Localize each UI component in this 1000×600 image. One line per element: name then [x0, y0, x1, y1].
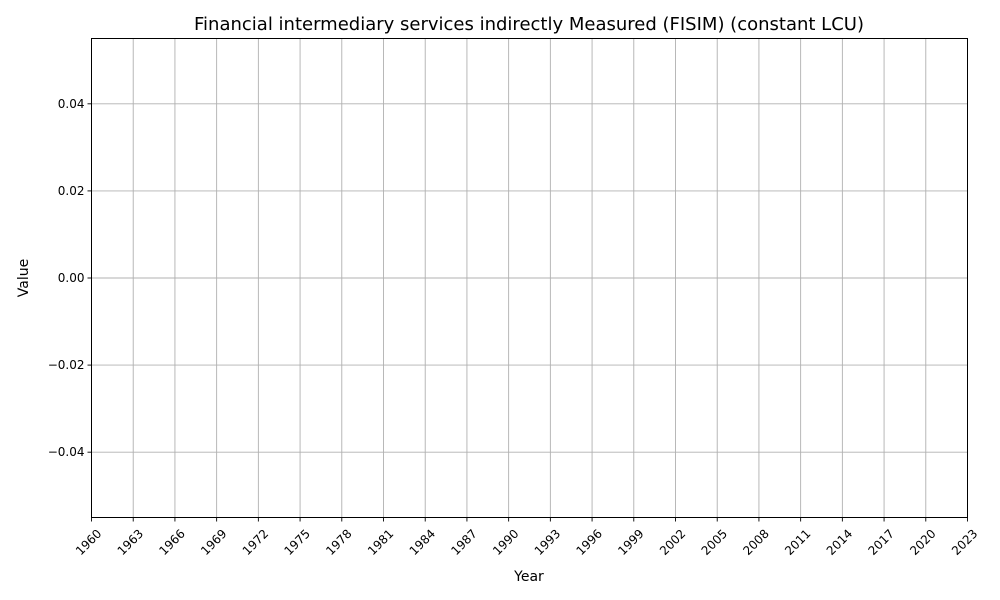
y-axis-title: Value: [16, 259, 32, 297]
y-tick-label: 0.02: [58, 184, 85, 198]
x-tick-label: 1999: [615, 527, 646, 558]
x-tick-label: 1975: [281, 527, 312, 558]
x-tick-label: 1972: [240, 527, 271, 558]
x-tick-label: 2005: [699, 527, 730, 558]
x-tick-label: 2011: [782, 527, 813, 558]
x-tick-label: 1993: [532, 527, 563, 558]
y-tick-label: 0.00: [58, 271, 85, 285]
x-tick-label: 1978: [323, 527, 354, 558]
chart-title: Financial intermediary services indirect…: [194, 14, 864, 35]
x-tick-label: 1981: [365, 527, 396, 558]
x-axis-title: Year: [513, 569, 544, 585]
x-tick-label: 1990: [490, 527, 521, 558]
y-tick-label: −0.02: [48, 358, 85, 372]
x-tick-label: 1960: [73, 527, 104, 558]
x-tick-label: 2014: [824, 527, 855, 558]
y-tick-label: −0.04: [48, 445, 85, 459]
x-tick-label: 1966: [156, 527, 187, 558]
y-tick-label: 0.04: [58, 97, 85, 111]
x-tick-label: 1987: [448, 527, 479, 558]
x-tick-label: 2020: [907, 527, 938, 558]
x-tick-label: 2023: [949, 527, 980, 558]
grid: [91, 38, 968, 518]
x-tick-label: 2017: [865, 527, 896, 558]
x-axis: 1960 1963 1966 1969 1972 1975 1978 1981 1984 1987…: [73, 517, 980, 558]
x-tick-label: 1969: [198, 527, 229, 558]
x-tick-label: 2002: [657, 527, 688, 558]
x-tick-label: 2008: [740, 527, 771, 558]
x-tick-label: 1996: [573, 527, 604, 558]
y-axis: −0.04 −0.02 0.00 0.02 0.04: [48, 97, 92, 459]
x-tick-label: 1963: [115, 527, 146, 558]
x-tick-label: 1984: [407, 527, 438, 558]
